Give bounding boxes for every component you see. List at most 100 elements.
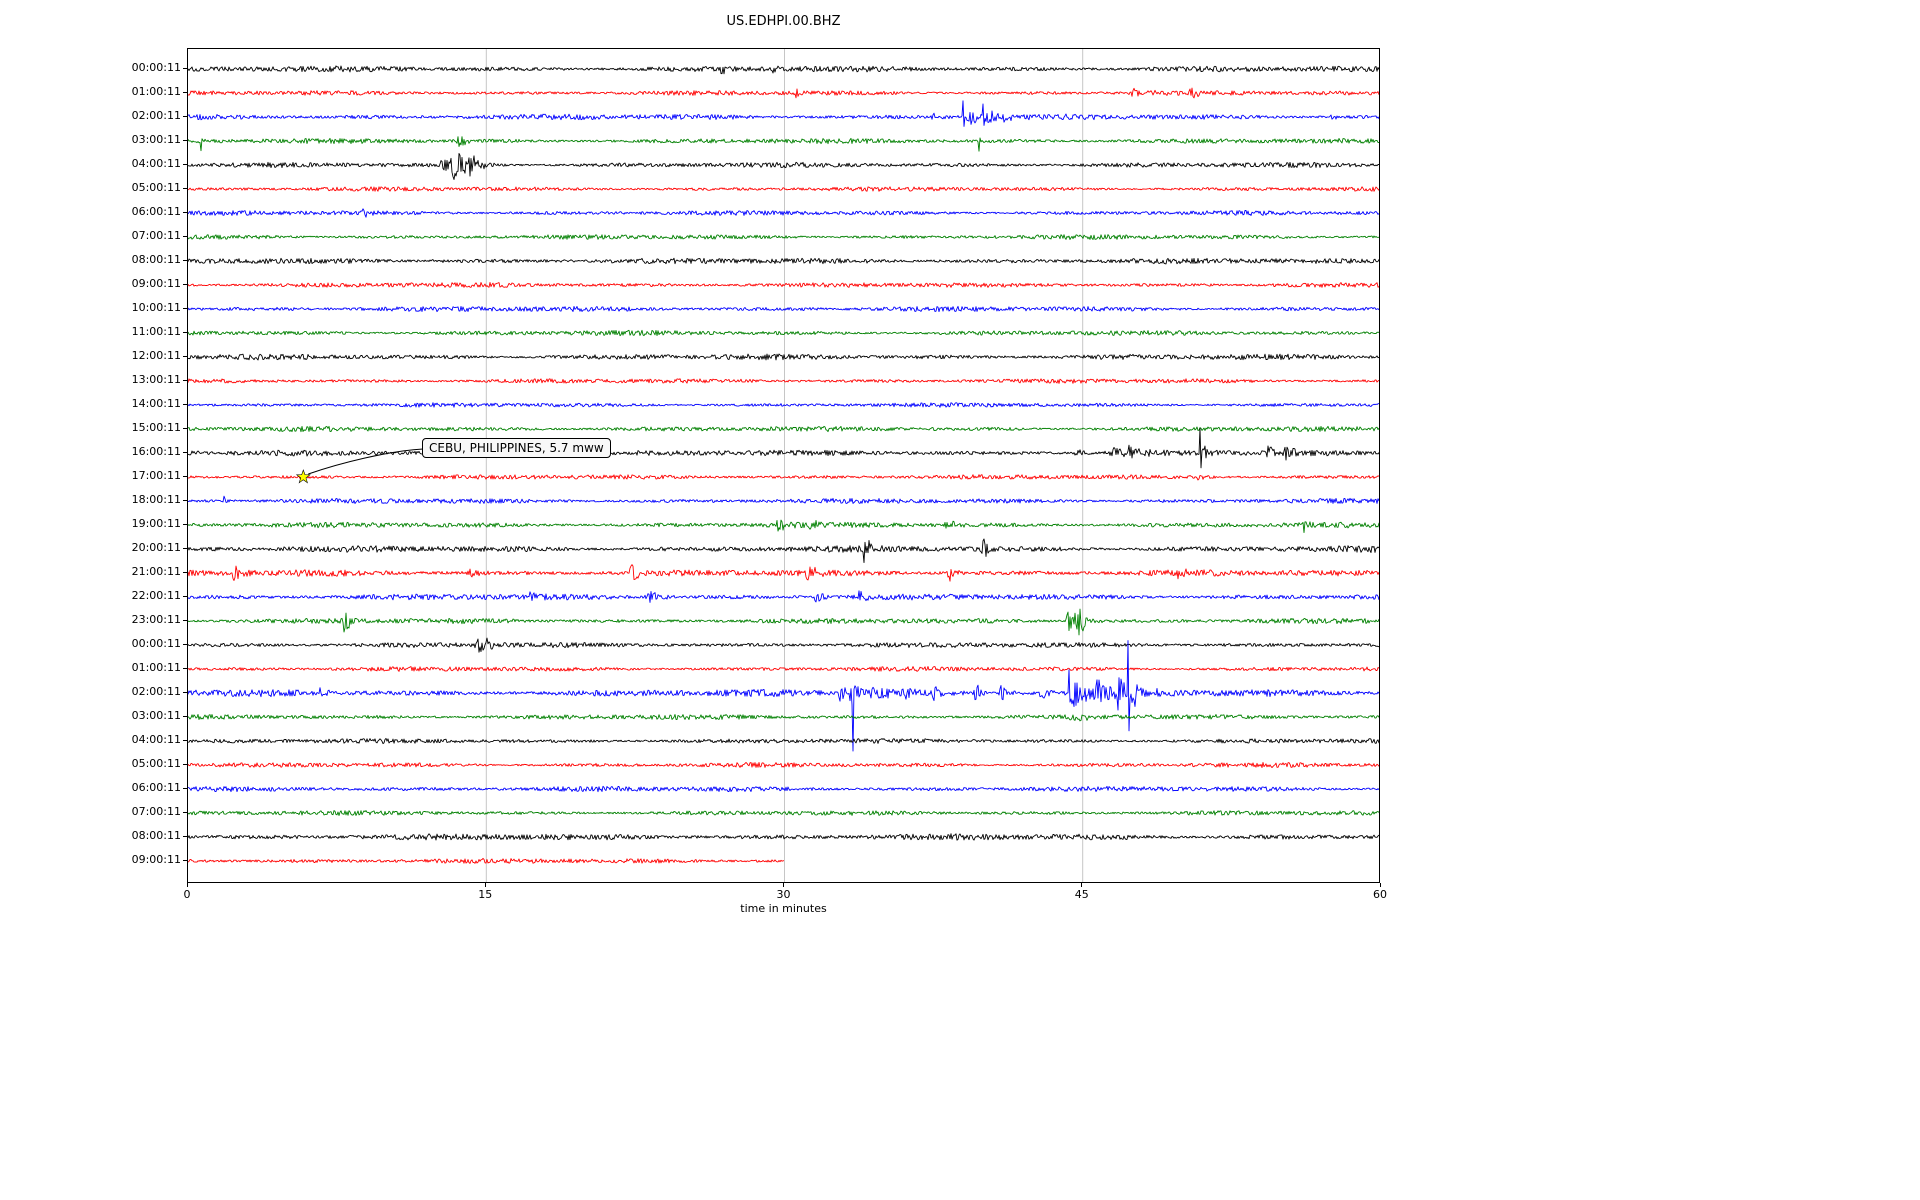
row-time-label: 16:00:11 xyxy=(131,445,181,458)
row-time-label: 01:00:11 xyxy=(131,85,181,98)
y-tick xyxy=(183,116,187,117)
x-tick-label: 15 xyxy=(478,888,493,901)
row-time-label: 04:00:11 xyxy=(131,157,181,170)
row-time-label: 08:00:11 xyxy=(131,829,181,842)
x-tick xyxy=(484,883,486,887)
trace-row xyxy=(188,153,1379,180)
y-tick xyxy=(183,860,187,861)
row-time-label: 20:00:11 xyxy=(131,541,181,554)
row-time-label: 09:00:11 xyxy=(131,277,181,290)
trace-row xyxy=(188,329,1379,337)
y-tick xyxy=(183,428,187,429)
trace-row xyxy=(188,538,1379,564)
row-time-label: 22:00:11 xyxy=(131,589,181,602)
y-tick xyxy=(183,716,187,717)
y-tick xyxy=(183,404,187,405)
trace-row xyxy=(188,378,1379,384)
event-marker-star xyxy=(295,469,311,484)
seismogram-canvas xyxy=(188,49,1379,882)
y-tick xyxy=(183,644,187,645)
y-tick xyxy=(183,380,187,381)
trace-row xyxy=(188,590,1379,603)
x-tick-label: 0 xyxy=(183,888,191,901)
x-tick xyxy=(186,883,188,887)
y-tick xyxy=(183,668,187,669)
row-time-label: 00:00:11 xyxy=(131,637,181,650)
row-time-label: 10:00:11 xyxy=(131,301,181,314)
trace-row xyxy=(188,305,1379,313)
trace-row xyxy=(188,762,1379,769)
trace-row xyxy=(188,640,1379,752)
y-tick xyxy=(183,524,187,525)
row-time-label: 02:00:11 xyxy=(131,109,181,122)
y-tick xyxy=(183,164,187,165)
trace-row xyxy=(188,713,1379,722)
x-tick xyxy=(1081,883,1083,887)
y-tick xyxy=(183,596,187,597)
trace-row xyxy=(188,857,785,864)
trace-row xyxy=(188,136,1379,152)
y-tick xyxy=(183,740,187,741)
row-time-label: 02:00:11 xyxy=(131,685,181,698)
plot-title: US.EDHPI.00.BHZ xyxy=(726,14,841,29)
y-tick xyxy=(183,452,187,453)
trace-row xyxy=(188,186,1379,192)
row-time-label: 03:00:11 xyxy=(131,709,181,722)
row-time-label: 00:00:11 xyxy=(131,61,181,74)
row-time-label: 06:00:11 xyxy=(131,205,181,218)
y-tick xyxy=(183,68,187,69)
trace-row xyxy=(188,353,1379,361)
x-tick-label: 30 xyxy=(776,888,791,901)
row-time-label: 13:00:11 xyxy=(131,373,181,386)
trace-row xyxy=(188,208,1379,218)
row-time-label: 15:00:11 xyxy=(131,421,181,434)
y-tick xyxy=(183,500,187,501)
x-tick xyxy=(783,883,784,887)
trace-row xyxy=(188,257,1379,265)
y-tick xyxy=(183,308,187,309)
row-time-label: 03:00:11 xyxy=(131,133,181,146)
row-time-label: 04:00:11 xyxy=(131,733,181,746)
plot-area xyxy=(187,48,1380,883)
trace-row xyxy=(188,810,1379,816)
y-tick xyxy=(183,692,187,693)
y-tick xyxy=(183,260,187,261)
row-time-label: 17:00:11 xyxy=(131,469,181,482)
trace-row xyxy=(188,564,1379,582)
y-tick xyxy=(183,764,187,765)
y-tick xyxy=(183,140,187,141)
trace-row xyxy=(188,737,1379,745)
y-tick xyxy=(183,356,187,357)
row-time-label: 07:00:11 xyxy=(131,805,181,818)
trace-row xyxy=(188,282,1379,288)
y-tick xyxy=(183,476,187,477)
row-time-label: 05:00:11 xyxy=(131,181,181,194)
trace-row xyxy=(188,637,1379,653)
x-tick-label: 60 xyxy=(1373,888,1387,901)
annotation-arrow xyxy=(308,448,424,475)
trace-row xyxy=(188,425,1379,433)
row-time-label: 05:00:11 xyxy=(131,757,181,770)
y-tick xyxy=(183,572,187,573)
x-tick-label: 45 xyxy=(1074,888,1089,901)
row-time-label: 18:00:11 xyxy=(131,493,181,506)
trace-row xyxy=(188,495,1379,504)
y-tick xyxy=(183,92,187,93)
trace-row xyxy=(188,833,1379,841)
trace-row xyxy=(188,785,1379,793)
trace-row xyxy=(188,402,1379,408)
y-tick xyxy=(183,620,187,621)
trace-row xyxy=(188,87,1379,99)
y-tick xyxy=(183,836,187,837)
trace-row xyxy=(188,234,1379,240)
trace-row xyxy=(188,474,1379,481)
row-time-label: 19:00:11 xyxy=(131,517,181,530)
y-tick xyxy=(183,332,187,333)
row-time-label: 07:00:11 xyxy=(131,229,181,242)
row-time-label: 21:00:11 xyxy=(131,565,181,578)
trace-row xyxy=(188,666,1379,672)
y-tick xyxy=(183,236,187,237)
trace-row xyxy=(188,100,1379,127)
row-time-label: 01:00:11 xyxy=(131,661,181,674)
